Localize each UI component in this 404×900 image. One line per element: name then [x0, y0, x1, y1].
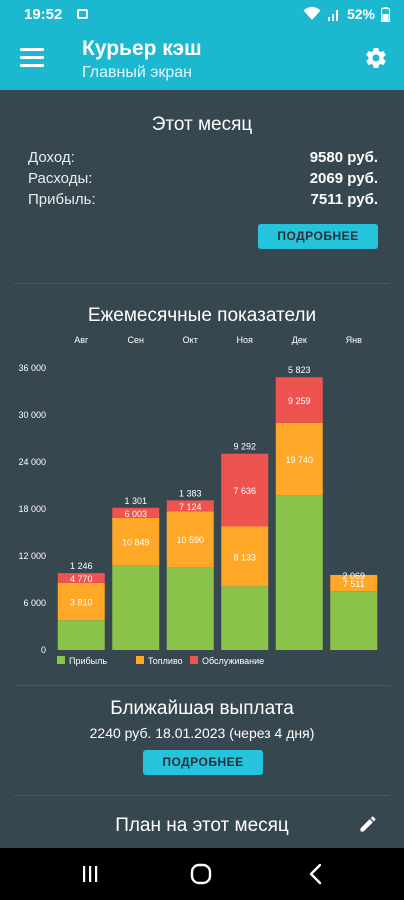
divider [14, 795, 390, 796]
bar-segment-Топливо [166, 511, 214, 568]
profit-label: Прибыль: [28, 191, 96, 208]
status-right: 52% [303, 6, 390, 22]
data-label: 9 259 [288, 396, 311, 406]
recents-icon[interactable] [80, 864, 100, 884]
legend-swatch [190, 656, 198, 664]
data-label: 2 069 [342, 571, 365, 581]
app-bar: Курьер кэш Главный экран [0, 30, 404, 90]
gallery-icon [77, 9, 88, 19]
x-category-label: Авг [74, 335, 89, 345]
wifi-icon [303, 7, 321, 20]
data-label: 6 003 [124, 509, 147, 519]
data-label: 8 133 [233, 552, 256, 562]
status-time: 19:52 [24, 6, 63, 23]
legend-label: Обслуживание [202, 656, 264, 666]
expenses-label: Расходы: [28, 170, 93, 187]
payout-text: 2240 руб. 18.01.2023 (через 4 дня) [89, 725, 315, 741]
legend-swatch [57, 656, 65, 664]
home-icon[interactable] [189, 862, 213, 886]
total-label: 9 292 [233, 442, 256, 452]
x-category-label: Дек [292, 335, 307, 345]
bar-segment-Прибыль [330, 591, 378, 650]
y-tick-label: 24 000 [18, 457, 46, 467]
gear-icon[interactable] [364, 46, 388, 70]
profit-value: 7511 руб. [310, 191, 378, 208]
legend-label: Топливо [148, 656, 183, 666]
data-label: 3 810 [70, 598, 93, 608]
bar-segment-Обслуживание [275, 377, 323, 423]
y-tick-label: 36 000 [18, 363, 46, 373]
signal-icon [327, 10, 338, 21]
y-tick-label: 0 [41, 645, 46, 655]
battery-icon [381, 6, 390, 22]
status-bar: 19:52 52% [0, 0, 404, 30]
income-label: Доход: [28, 149, 75, 166]
data-label: 10 849 [122, 538, 150, 548]
data-label: 4 770 [70, 574, 93, 584]
chart-title: Ежемесячные показатели [87, 305, 317, 326]
month-details-button[interactable]: ПОДРОБНЕЕ [258, 224, 378, 249]
income-row: Доход: 9580 руб. [28, 149, 378, 166]
data-label: 19 740 [285, 455, 313, 465]
profit-row: Прибыль: 7511 руб. [28, 191, 378, 208]
app-subtitle: Главный экран [82, 64, 193, 81]
x-category-label: Янв [346, 335, 362, 345]
legend-swatch [136, 656, 144, 664]
monthly-chart: 0 6 000 12 000 18 000 24 000 30 000 36 000 Авг 3… [18, 335, 378, 666]
divider [14, 283, 390, 284]
y-tick-label: 6 000 [23, 598, 46, 608]
menu-icon[interactable] [20, 48, 44, 68]
bar-segment-Прибыль [221, 586, 269, 650]
battery-percent: 52% [346, 6, 375, 22]
bar-segment-Топливо [221, 526, 269, 587]
legend-label: Прибыль [69, 656, 107, 666]
bar-segment-Обслуживание [166, 500, 214, 512]
total-label: 1 301 [124, 496, 147, 506]
expenses-value: 2069 руб. [309, 170, 378, 187]
bar-segment-Обслуживание [112, 507, 160, 518]
divider [14, 685, 390, 686]
payout-title: Ближайшая выплата [110, 698, 294, 719]
data-label: 10 590 [176, 535, 204, 545]
total-label: 1 383 [179, 488, 202, 498]
bar-segment-Топливо [112, 517, 160, 566]
bar-segment-Прибыль [166, 567, 214, 650]
x-category-label: Ноя [237, 335, 254, 345]
y-tick-label: 30 000 [18, 410, 46, 420]
total-label: 5 823 [288, 365, 311, 375]
expenses-row: Расходы: 2069 руб. [28, 170, 378, 187]
y-tick-label: 12 000 [18, 551, 46, 561]
bar-segment-Прибыль [57, 620, 105, 650]
plan-title: План на этот месяц [115, 815, 289, 836]
x-category-label: Сен [128, 335, 145, 345]
bar-segment-Топливо [275, 422, 323, 496]
bar-segment-Обслуживание [57, 573, 105, 583]
payout-details-button[interactable]: ПОДРОБНЕЕ [143, 750, 263, 775]
bar-segment-Прибыль [112, 565, 160, 650]
month-summary-card: Этот месяц Доход: 9580 руб. Расходы: 206… [0, 90, 404, 280]
month-title: Этот месяц [151, 114, 253, 135]
total-label: 1 246 [70, 561, 93, 571]
income-value: 9580 руб. [309, 149, 378, 166]
data-label: 7 636 [233, 486, 256, 496]
y-tick-label: 18 000 [18, 504, 46, 514]
bar-segment-Топливо [330, 574, 378, 592]
app-title: Курьер кэш [82, 37, 202, 60]
back-icon[interactable] [306, 862, 326, 886]
data-label: 7 124 [179, 502, 202, 512]
bar-segment-Топливо [57, 582, 105, 621]
x-category-label: Окт [183, 335, 198, 345]
data-label: 7 511 [343, 579, 365, 589]
nav-bar [0, 848, 404, 900]
bar-segment-Прибыль [275, 495, 323, 650]
pencil-icon[interactable] [358, 814, 378, 834]
bar-segment-Обслуживание [221, 453, 269, 527]
